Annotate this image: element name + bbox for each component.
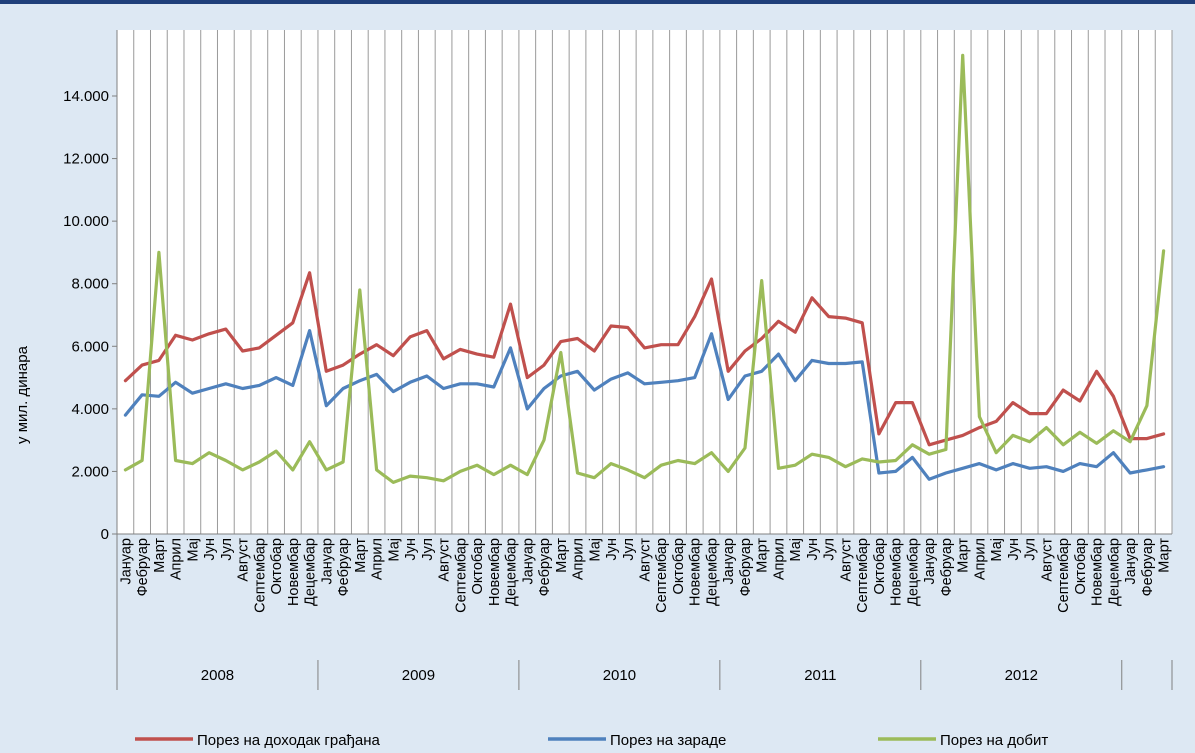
x-tick-label: Октобар [1073, 538, 1089, 594]
y-axis-label: у мил. динара [14, 345, 31, 444]
x-tick-label: Август [638, 538, 654, 582]
x-tick-label: Мај [587, 538, 603, 562]
x-tick-label: Јул [1023, 538, 1039, 561]
x-tick-label: Мај [386, 538, 402, 562]
series-line [123, 271, 1166, 447]
x-tick-label: Април [771, 538, 787, 580]
y-tick-label: 12.000 [63, 151, 109, 168]
x-tick-label: Април [370, 538, 386, 580]
x-tick-label: Децембар [1106, 538, 1122, 606]
x-tick-label: Јул [420, 538, 436, 561]
x-tick-label: Април [972, 538, 988, 580]
x-tick-label: Фебруар [336, 538, 352, 596]
legend-label: Порез на зараде [610, 732, 726, 749]
x-tick-label: Август [236, 538, 252, 582]
x-tick-label: Април [571, 538, 587, 580]
series-line [123, 329, 1166, 481]
x-tick-label: Фебруар [135, 538, 151, 596]
year-label: 2009 [402, 667, 435, 684]
x-tick-label: Мај [185, 538, 201, 562]
x-tick-label: Март [956, 538, 972, 573]
x-tick-label: Новембар [286, 538, 302, 606]
x-tick-label: Јул [822, 538, 838, 561]
x-tick-label: Октобар [671, 538, 687, 594]
y-tick-labels: 0 2.000 4.000 6.000 8.000 10.000 12.000 14.000 [63, 88, 117, 543]
x-tick-label: Фебруар [939, 538, 955, 596]
vertical-gridlines [116, 30, 1173, 534]
x-tick-label: Август [838, 538, 854, 582]
y-tick-label: 6.000 [71, 338, 109, 355]
y-tick-label: 14.000 [63, 88, 109, 105]
x-tick-label: Јул [219, 538, 235, 561]
x-tick-label: Мај [989, 538, 1005, 562]
x-tick-label: Октобар [872, 538, 888, 594]
x-tick-label: Јун [202, 538, 218, 561]
x-tick-labels: Јануар Фебруар Март Април Мај Јун Јул Август Сеп… [118, 538, 1172, 613]
x-tick-label: Јануар [721, 538, 737, 585]
year-label: 2010 [603, 667, 636, 684]
x-tick-label: Август [437, 538, 453, 582]
x-tick-label: Новембар [889, 538, 905, 606]
y-tick-label: 10.000 [63, 213, 109, 230]
x-tick-label: Април [169, 538, 185, 580]
x-tick-label: Јануар [922, 538, 938, 585]
x-tick-label: Октобар [269, 538, 285, 594]
axes [116, 30, 1172, 535]
x-tick-label: Јун [1006, 538, 1022, 561]
year-label: 2008 [201, 667, 234, 684]
series-lines [123, 53, 1166, 484]
x-tick-label: Мај [788, 538, 804, 562]
y-tick-label: 0 [101, 526, 109, 543]
x-tick-label: Јун [805, 538, 821, 561]
year-label: 2012 [1005, 667, 1038, 684]
x-tick-label: Март [353, 538, 369, 573]
x-tick-label: Август [1039, 538, 1055, 582]
x-tick-label: Јун [403, 538, 419, 561]
x-tick-label: Јануар [1123, 538, 1139, 585]
x-tick-label: Децембар [303, 538, 319, 606]
x-tick-label: Фебруар [1140, 538, 1156, 596]
x-tick-label: Децембар [704, 538, 720, 606]
plot-area [117, 30, 1172, 534]
x-tick-label: Јун [604, 538, 620, 561]
x-tick-label: Јануар [319, 538, 335, 585]
x-tick-label: Септембар [252, 538, 268, 613]
year-label: 2011 [804, 667, 836, 684]
x-tick-label: Март [152, 538, 168, 573]
x-tick-label: Новембар [688, 538, 704, 606]
x-tick-label: Фебруар [738, 538, 754, 596]
legend-label: Порез на доходак грађана [197, 732, 381, 749]
y-tick-label: 4.000 [71, 401, 109, 418]
x-tick-label: Октобар [470, 538, 486, 594]
y-tick-label: 2.000 [71, 463, 109, 480]
x-tick-label: Децембар [504, 538, 520, 606]
x-tick-label: Септембар [1056, 538, 1072, 613]
x-tick-label: Јануар [118, 538, 134, 585]
x-tick-label: Септембар [654, 538, 670, 613]
x-tick-label: Новембар [1090, 538, 1106, 606]
x-tick-label: Март [1157, 538, 1173, 573]
legend: Порез на доходак грађана Порез на зараде П… [135, 732, 1048, 749]
x-tick-label: Јануар [520, 538, 536, 585]
x-tick-label: Новембар [487, 538, 503, 606]
legend-label: Порез на добит [940, 732, 1048, 749]
x-tick-label: Фебруар [537, 538, 553, 596]
year-labels: 2008 2009 2010 2011 2012 [116, 534, 1173, 690]
x-tick-label: Септембар [453, 538, 469, 613]
x-tick-label: Март [554, 538, 570, 573]
y-tick-label: 8.000 [71, 276, 109, 293]
x-tick-label: Децембар [905, 538, 921, 606]
x-tick-label: Март [755, 538, 771, 573]
series-line [123, 53, 1166, 484]
top-border [0, 0, 1195, 4]
x-tick-label: Јул [621, 538, 637, 561]
x-tick-label: Септембар [855, 538, 871, 613]
